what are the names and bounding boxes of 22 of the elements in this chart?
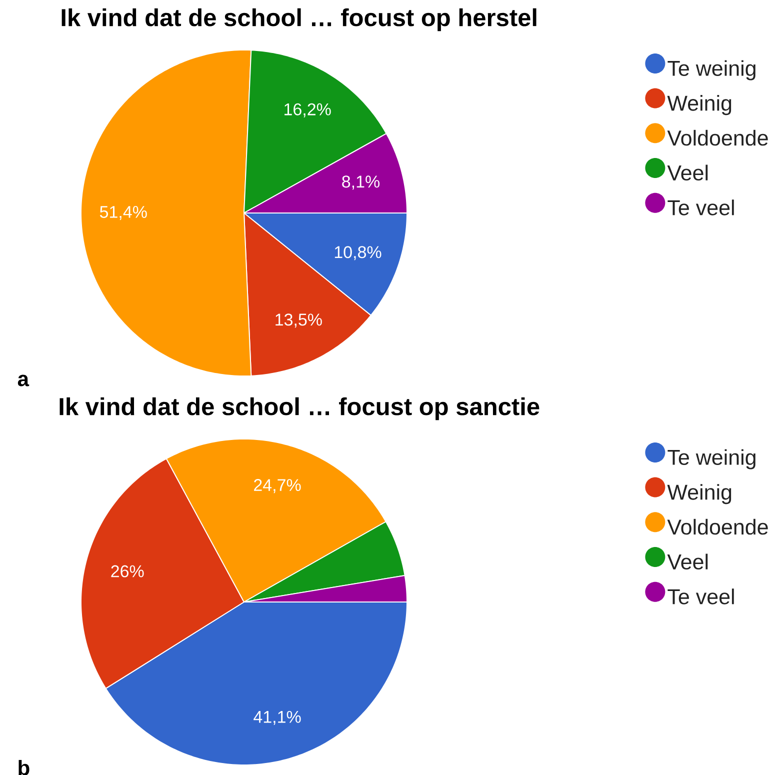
data-label: 8,1%	[342, 175, 380, 190]
legend-label: Te veel	[668, 588, 734, 604]
legend-label: Te veel	[668, 199, 734, 216]
data-label: 41,1%	[254, 710, 301, 725]
legend-label: Voldoende	[667, 130, 768, 146]
legend-label: Te weinig	[668, 60, 756, 80]
data-label: 16,2%	[284, 103, 331, 118]
legend-label: Veel	[667, 554, 708, 570]
data-label: 10,8%	[334, 246, 382, 260]
data-label: 24,7%	[254, 478, 301, 493]
legend-label: Weinig	[667, 94, 732, 115]
data-label: 26%	[111, 565, 144, 578]
text: a	[18, 374, 30, 386]
data-label: 51,4%	[100, 206, 147, 220]
chart-title: Ik vind dat de school … focust op herstel	[62, 8, 536, 31]
legend-label: Te weinig	[668, 449, 756, 470]
legend-label: Voldoende	[667, 518, 768, 535]
chart-title: Ik vind dat de school … focust op sanctie	[60, 397, 540, 420]
data-label: 13,5%	[276, 313, 322, 328]
legend-label: Veel	[667, 164, 708, 180]
text: b	[18, 760, 30, 775]
legend-label: Weinig	[667, 484, 732, 504]
